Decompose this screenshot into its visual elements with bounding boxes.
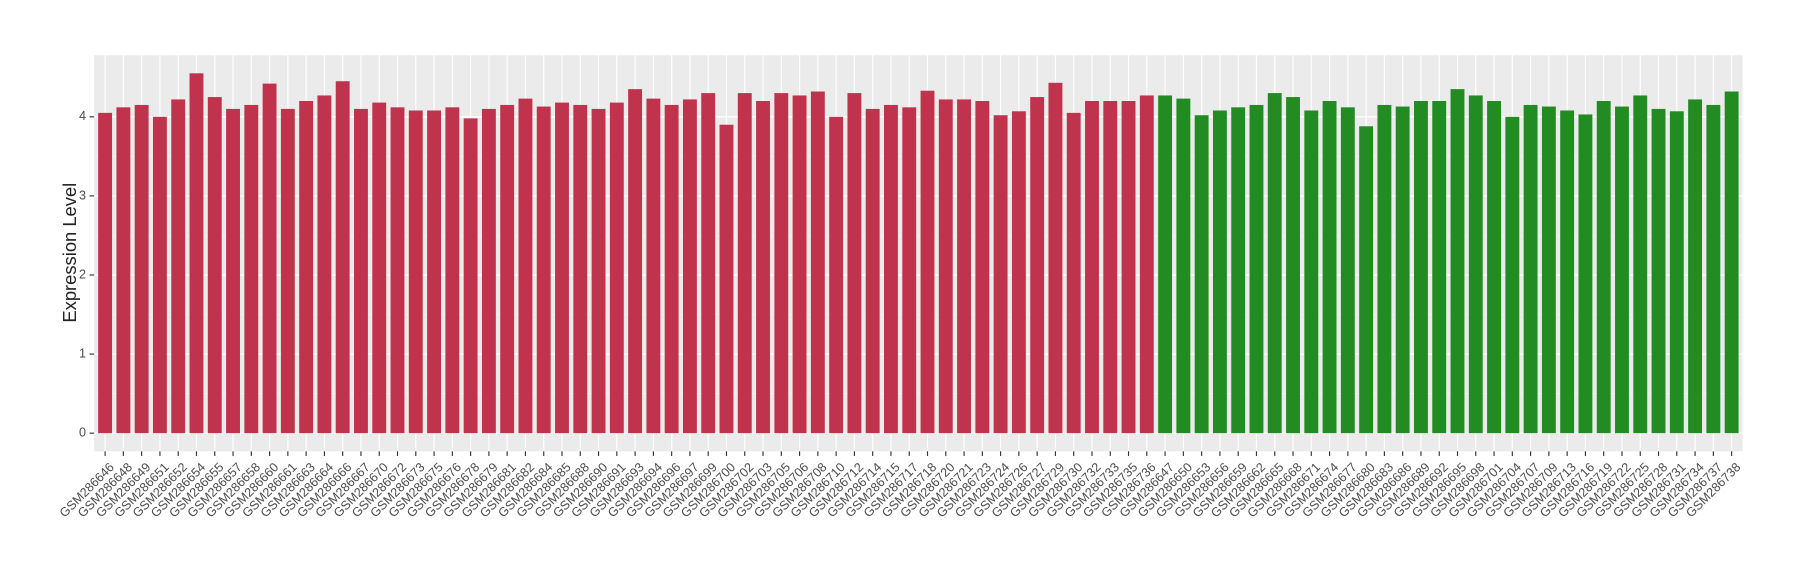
bar bbox=[299, 101, 314, 434]
bar bbox=[481, 108, 496, 434]
bar bbox=[1669, 111, 1684, 434]
bar bbox=[98, 112, 113, 434]
bar bbox=[957, 99, 972, 434]
bar bbox=[975, 101, 990, 434]
bar bbox=[1523, 104, 1538, 434]
bar bbox=[1011, 111, 1026, 434]
y-tick-label: 4 bbox=[79, 109, 86, 123]
bar bbox=[920, 90, 935, 434]
bar bbox=[1121, 101, 1136, 434]
bar bbox=[628, 89, 643, 434]
bar bbox=[884, 104, 898, 434]
bar bbox=[518, 98, 533, 434]
y-tick-label: 1 bbox=[79, 346, 86, 360]
bar bbox=[427, 110, 442, 434]
bar bbox=[1103, 101, 1118, 434]
bar bbox=[463, 118, 478, 434]
bar bbox=[1359, 126, 1374, 434]
bar bbox=[1194, 115, 1209, 434]
bar bbox=[573, 104, 588, 434]
bar bbox=[1578, 114, 1593, 434]
bar bbox=[1651, 108, 1666, 434]
bar bbox=[1505, 116, 1520, 434]
bar bbox=[1450, 89, 1465, 434]
bar bbox=[372, 102, 387, 434]
bar bbox=[1249, 104, 1264, 434]
bar bbox=[408, 110, 423, 434]
bar bbox=[207, 97, 222, 434]
bar bbox=[1048, 82, 1063, 434]
bar bbox=[1158, 95, 1173, 434]
bar bbox=[1030, 97, 1045, 434]
bar bbox=[829, 116, 844, 434]
bar bbox=[701, 93, 716, 434]
bar bbox=[1286, 97, 1300, 434]
bar bbox=[902, 107, 917, 434]
bar bbox=[500, 104, 515, 434]
bar bbox=[116, 107, 131, 434]
bar bbox=[390, 107, 405, 434]
bar bbox=[1596, 101, 1611, 434]
bar bbox=[134, 104, 149, 434]
bar bbox=[719, 124, 734, 434]
bar bbox=[335, 81, 350, 434]
bar bbox=[591, 108, 606, 434]
bar bbox=[1066, 112, 1081, 434]
bar bbox=[792, 95, 807, 434]
bar bbox=[682, 99, 697, 434]
bar bbox=[1688, 99, 1703, 434]
bar bbox=[1322, 101, 1337, 434]
bar bbox=[1212, 110, 1227, 434]
bar bbox=[1304, 110, 1319, 434]
bar bbox=[262, 83, 277, 434]
bar bbox=[171, 99, 186, 434]
bar bbox=[609, 102, 624, 434]
bar bbox=[1414, 101, 1428, 434]
y-tick-label: 2 bbox=[79, 267, 86, 281]
bar bbox=[756, 101, 770, 434]
bar bbox=[664, 104, 679, 434]
bar bbox=[1706, 104, 1721, 434]
y-axis-title: Expression Level bbox=[59, 183, 80, 323]
bar bbox=[1468, 95, 1483, 434]
bar bbox=[317, 95, 332, 434]
bar bbox=[152, 116, 167, 434]
plot-panel bbox=[94, 55, 1743, 452]
bar bbox=[1633, 95, 1648, 434]
bar bbox=[445, 107, 460, 434]
bar bbox=[226, 108, 240, 434]
bar bbox=[280, 108, 295, 434]
bar bbox=[189, 73, 204, 434]
bar bbox=[993, 115, 1008, 434]
bar bbox=[1560, 110, 1575, 434]
bar bbox=[354, 108, 368, 434]
bar bbox=[774, 93, 789, 434]
bar bbox=[1395, 106, 1410, 434]
bar bbox=[536, 106, 551, 434]
bar bbox=[1377, 104, 1392, 434]
bar bbox=[1176, 98, 1191, 434]
bar bbox=[1724, 91, 1739, 434]
bar bbox=[1541, 106, 1556, 434]
bar bbox=[1615, 106, 1629, 434]
bar bbox=[1432, 101, 1447, 434]
bar bbox=[1085, 101, 1099, 434]
y-tick-label: 0 bbox=[79, 426, 86, 440]
bar bbox=[865, 108, 880, 434]
bar bbox=[1487, 101, 1501, 434]
bar bbox=[1139, 95, 1154, 434]
bar bbox=[938, 99, 953, 434]
bar bbox=[1340, 107, 1355, 434]
y-tick-label: 3 bbox=[79, 188, 86, 202]
bar bbox=[810, 91, 825, 434]
bar bbox=[737, 93, 752, 434]
bar bbox=[1267, 93, 1282, 434]
bar bbox=[646, 98, 661, 434]
bar bbox=[847, 93, 862, 434]
bar bbox=[555, 102, 569, 434]
bar bbox=[1231, 107, 1246, 434]
bar bbox=[244, 104, 259, 434]
